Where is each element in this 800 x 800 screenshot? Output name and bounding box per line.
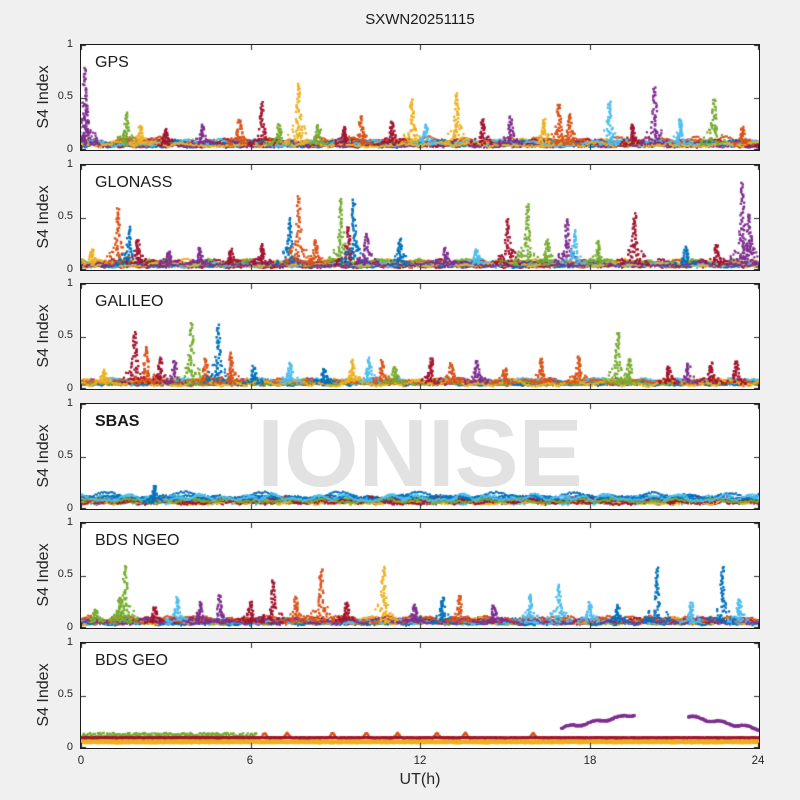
y-tick-label: 0 [66, 263, 73, 275]
plot-area-bds-ngeo: BDS NGEO [80, 522, 760, 629]
x-axis: 0 6 12 18 24 [0, 755, 800, 771]
y-tick-label: 0.5 [57, 329, 73, 341]
x-tick-label: 0 [77, 755, 85, 767]
constellation-label-bds-ngeo: BDS NGEO [95, 532, 180, 549]
subplot-bds-ngeo: S4 Index 1 0.5 0 BDS NGEO [0, 516, 800, 633]
y-tick-label: 0 [66, 621, 73, 633]
y-tick-label: 0 [66, 382, 73, 394]
plot-area-sbas: IONISE SBAS [80, 403, 760, 510]
constellation-label-sbas: SBAS [95, 413, 140, 430]
y-tick-label: 0 [66, 502, 73, 514]
scatter-canvas-glonass [81, 165, 759, 270]
y-tick-label: 0.5 [57, 449, 73, 461]
subplot-glonass: S4 Index 1 0.5 0 GLONASS [0, 158, 800, 275]
y-tick-label: 0.5 [57, 210, 73, 222]
y-tick-label: 1 [66, 397, 73, 409]
figure-title: SXWN20251115 [365, 11, 475, 28]
subplot-bds-geo: S4 Index 1 0.5 0 BDS GEO [0, 636, 800, 753]
scatter-canvas-sbas [81, 404, 759, 509]
x-tick-label: 24 [751, 755, 765, 767]
constellation-label-gps: GPS [95, 54, 129, 71]
x-tick-label: 12 [413, 755, 427, 767]
y-tick-label: 0.5 [57, 568, 73, 580]
scatter-canvas-bds-ngeo [81, 523, 759, 628]
constellation-label-glonass: GLONASS [95, 174, 173, 191]
plot-area-bds-geo: BDS GEO [80, 642, 760, 749]
x-tick-label: 18 [583, 755, 597, 767]
constellation-label-bds-geo: BDS GEO [95, 652, 168, 669]
y-tick-label: 1 [66, 158, 73, 170]
scatter-canvas-bds-geo [81, 643, 759, 748]
x-tick-label: 6 [246, 755, 254, 767]
constellation-label-galileo: GALILEO [95, 293, 164, 310]
scatter-canvas-gps [81, 45, 759, 150]
plot-area-glonass: GLONASS [80, 164, 760, 271]
scatter-canvas-galileo [81, 284, 759, 389]
y-tick-label: 1 [66, 38, 73, 50]
plot-area-galileo: GALILEO [80, 283, 760, 390]
y-tick-label: 0 [66, 741, 73, 753]
y-tick-label: 1 [66, 277, 73, 289]
x-axis-label: UT(h) [399, 771, 441, 788]
y-tick-label: 0.5 [57, 688, 73, 700]
y-tick-label: 0 [66, 143, 73, 155]
subplot-galileo: S4 Index 1 0.5 0 GALILEO [0, 277, 800, 394]
plot-area-gps: GPS [80, 44, 760, 151]
y-tick-label: 1 [66, 516, 73, 528]
y-tick-label: 0.5 [57, 90, 73, 102]
subplot-sbas: S4 Index 1 0.5 0 IONISE SBAS [0, 397, 800, 514]
y-tick-label: 1 [66, 636, 73, 648]
subplot-gps: S4 Index 1 0.5 0 GPS [0, 38, 800, 155]
